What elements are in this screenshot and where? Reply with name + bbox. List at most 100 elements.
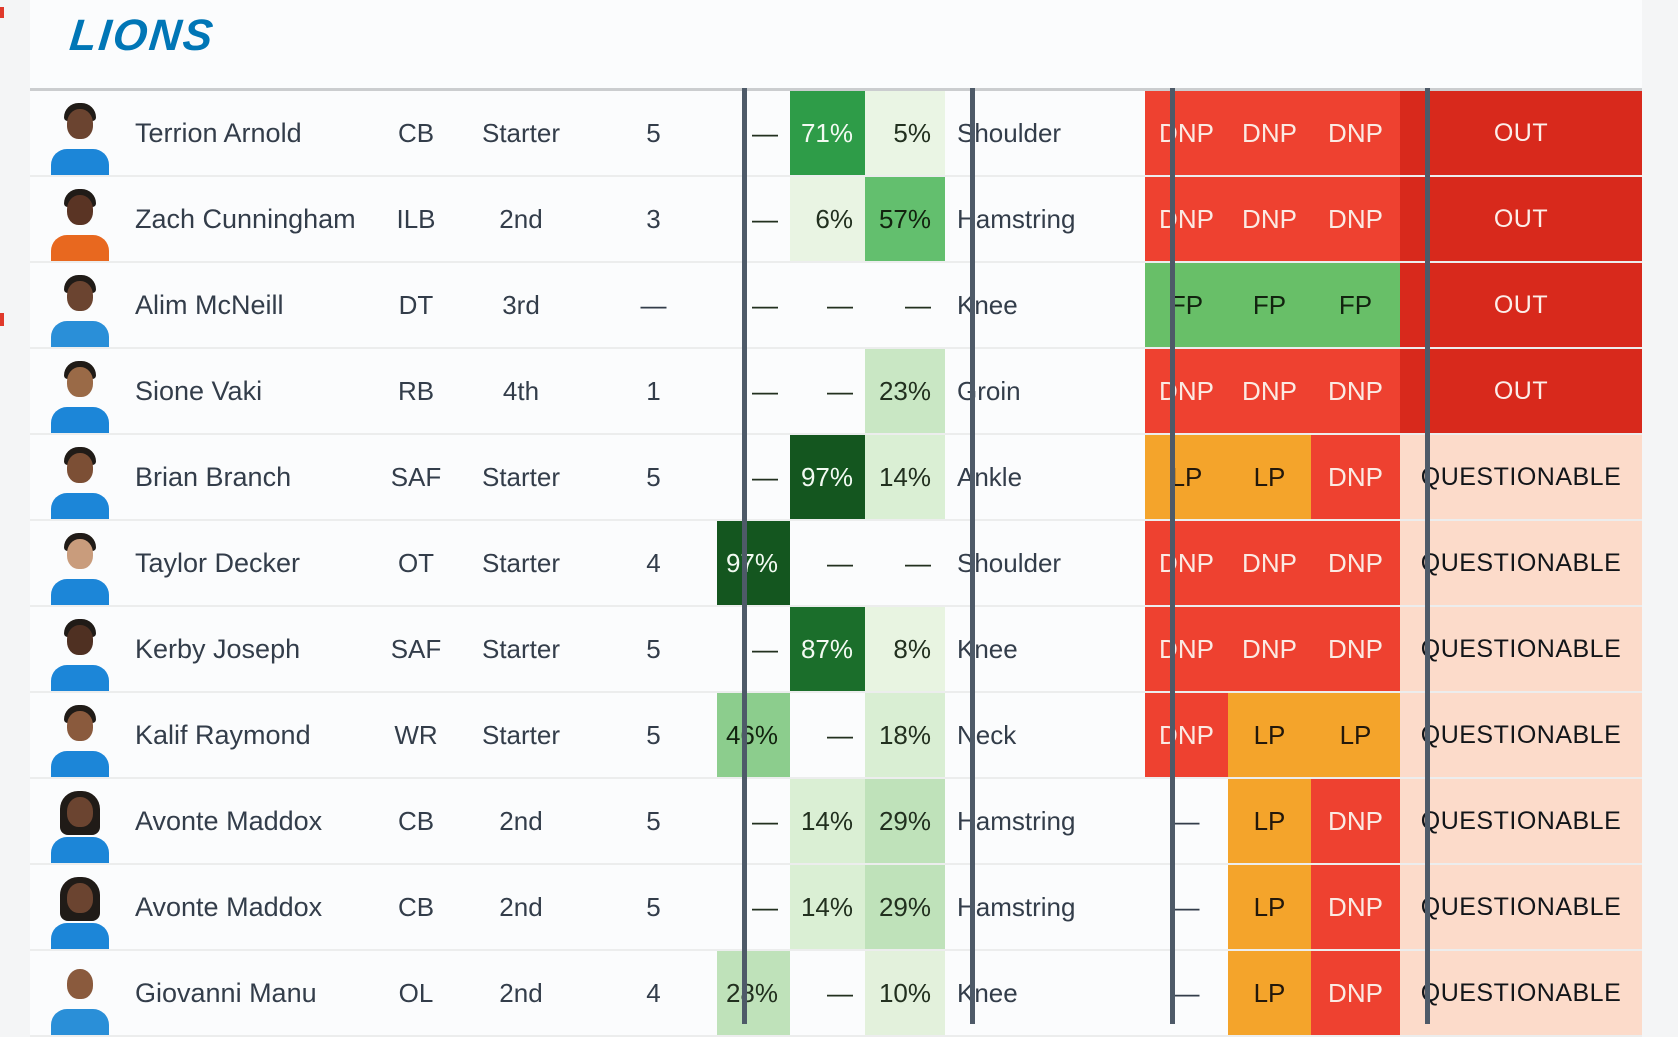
player-headshot bbox=[48, 617, 112, 691]
snap-pct-cell: 29% bbox=[865, 865, 945, 949]
snap-pct-cell: 8% bbox=[865, 607, 945, 691]
practice-status-cell: DNP bbox=[1145, 607, 1228, 691]
injury-type: Knee bbox=[957, 633, 1018, 664]
depth-chart-rank: Starter bbox=[481, 633, 561, 664]
games-count: — bbox=[640, 289, 667, 320]
snap-pct-cell: — bbox=[752, 891, 778, 922]
edge-marker bbox=[0, 313, 4, 326]
practice-status-cell: — bbox=[1173, 977, 1200, 1008]
game-status-badge: QUESTIONABLE bbox=[1400, 779, 1642, 863]
injury-type: Shoulder bbox=[957, 547, 1062, 578]
depth-chart-rank: Starter bbox=[481, 719, 561, 750]
player-row[interactable]: Brian Branch SAF Starter 5—97% 14% Ankle LP LP D… bbox=[30, 435, 1642, 521]
injury-type: Neck bbox=[957, 719, 1017, 750]
table-top-border bbox=[30, 88, 1642, 91]
player-row[interactable]: Alim McNeill DT 3rd — — — — Knee FP FP FP OUT bbox=[30, 263, 1642, 349]
player-row[interactable]: Kalif Raymond WR Starter 5 46% —18% Neck DNP LP L… bbox=[30, 693, 1642, 779]
practice-status-cell: — bbox=[1173, 891, 1200, 922]
practice-status-cell: LP bbox=[1228, 951, 1311, 1035]
practice-status-cell: DNP bbox=[1311, 779, 1400, 863]
games-count: 1 bbox=[646, 375, 661, 406]
practice-status-cell: DNP bbox=[1228, 177, 1311, 261]
depth-chart-rank: Starter bbox=[481, 547, 561, 578]
injury-type: Groin bbox=[957, 375, 1021, 406]
game-status-badge: QUESTIONABLE bbox=[1400, 607, 1642, 691]
snap-pct-cell: 6% bbox=[790, 177, 865, 261]
snap-pct-cell: — bbox=[827, 289, 853, 320]
game-status-badge: OUT bbox=[1400, 91, 1642, 175]
practice-status-cell: DNP bbox=[1228, 521, 1311, 605]
player-headshot bbox=[48, 789, 112, 863]
player-headshot bbox=[48, 101, 112, 175]
depth-chart-rank: 2nd bbox=[499, 891, 543, 922]
player-row[interactable]: Terrion Arnold CB Starter 5 — 71% 5% Shoulder DN… bbox=[30, 91, 1642, 177]
depth-chart-rank: Starter bbox=[481, 117, 561, 148]
snap-pct-cell: — bbox=[827, 375, 853, 406]
games-count: 5 bbox=[646, 461, 661, 492]
practice-status-cell: DNP bbox=[1311, 177, 1400, 261]
player-position: CB bbox=[397, 805, 435, 836]
games-count: 5 bbox=[646, 805, 661, 836]
depth-chart-rank: 3rd bbox=[502, 289, 540, 320]
depth-chart-rank: 2nd bbox=[499, 977, 543, 1008]
snap-pct-cell: — bbox=[905, 547, 931, 578]
snap-pct-cell: 14% bbox=[790, 865, 865, 949]
snap-pct-cell: — bbox=[752, 289, 778, 320]
player-name: Brian Branch bbox=[135, 461, 292, 492]
player-row[interactable]: Sione Vaki RB 4th 1— —23% Groin DNP DNP DNP OUT bbox=[30, 349, 1642, 435]
practice-status-cell: FP bbox=[1145, 263, 1228, 347]
player-headshot bbox=[48, 359, 112, 433]
game-status-badge: OUT bbox=[1400, 263, 1642, 347]
player-avatar-cell bbox=[30, 951, 135, 1035]
snap-pct-cell: 97% bbox=[717, 521, 790, 605]
practice-status-cell: FP bbox=[1311, 263, 1400, 347]
player-position: OL bbox=[398, 977, 434, 1008]
snap-pct-cell: — bbox=[752, 117, 778, 148]
practice-status-cell: DNP bbox=[1145, 177, 1228, 261]
snap-pct-cell: — bbox=[752, 633, 778, 664]
practice-status-cell: LP bbox=[1311, 693, 1400, 777]
injury-report-table: Terrion Arnold CB Starter 5 — 71% 5% Shoulder DN… bbox=[30, 91, 1642, 1037]
player-row[interactable]: Taylor Decker OT Starter 4 97% — — Shoulder DNP D… bbox=[30, 521, 1642, 607]
practice-status-cell: LP bbox=[1145, 435, 1228, 519]
practice-status-cell: DNP bbox=[1145, 521, 1228, 605]
snap-pct-cell: 14% bbox=[865, 435, 945, 519]
snap-pct-cell: — bbox=[752, 203, 778, 234]
depth-chart-rank: 4th bbox=[502, 375, 540, 406]
games-count: 4 bbox=[646, 977, 661, 1008]
player-row[interactable]: Zach Cunningham ILB 2nd 3 — 6% 57% Hamstring DNP… bbox=[30, 177, 1642, 263]
player-headshot bbox=[48, 445, 112, 519]
injury-type: Knee bbox=[957, 977, 1018, 1008]
player-headshot bbox=[48, 273, 112, 347]
snap-pct-cell: 28% bbox=[717, 951, 790, 1035]
games-count: 5 bbox=[646, 117, 661, 148]
snap-pct-cell: 18% bbox=[865, 693, 945, 777]
injury-type: Hamstring bbox=[957, 203, 1076, 234]
game-status-badge: QUESTIONABLE bbox=[1400, 435, 1642, 519]
games-count: 5 bbox=[646, 633, 661, 664]
player-name: Zach Cunningham bbox=[135, 203, 356, 234]
player-name: Avonte Maddox bbox=[135, 805, 323, 836]
injury-type: Hamstring bbox=[957, 891, 1076, 922]
player-avatar-cell bbox=[30, 521, 135, 605]
player-row[interactable]: Avonte Maddox CB 2nd 5 — 14% 29% Hamstring — LP DN… bbox=[30, 779, 1642, 865]
player-name: Kalif Raymond bbox=[135, 719, 311, 750]
depth-chart-rank: 2nd bbox=[499, 805, 543, 836]
player-row[interactable]: Kerby Joseph SAF Starter 5—87% 8% Knee DNP DNP D… bbox=[30, 607, 1642, 693]
snap-pct-cell: — bbox=[752, 805, 778, 836]
player-name: Avonte Maddox bbox=[135, 891, 323, 922]
player-avatar-cell bbox=[30, 91, 135, 175]
practice-status-cell: DNP bbox=[1228, 349, 1311, 433]
player-position: SAF bbox=[390, 633, 442, 664]
snap-pct-cell: — bbox=[905, 289, 931, 320]
section-separator bbox=[1425, 88, 1430, 1024]
snap-pct-cell: 5% bbox=[865, 91, 945, 175]
player-headshot bbox=[48, 531, 112, 605]
practice-status-cell: DNP bbox=[1311, 349, 1400, 433]
player-row[interactable]: Avonte Maddox CB 2nd 5 — 14% 29% Hamstring — LP DN… bbox=[30, 865, 1642, 951]
player-row[interactable]: Giovanni Manu OL 2nd 4 28% — 10% Knee — LP DNP QUES… bbox=[30, 951, 1642, 1037]
practice-status-cell: LP bbox=[1228, 865, 1311, 949]
player-headshot bbox=[48, 187, 112, 261]
practice-status-cell: DNP bbox=[1311, 91, 1400, 175]
practice-status-cell: DNP bbox=[1311, 435, 1400, 519]
